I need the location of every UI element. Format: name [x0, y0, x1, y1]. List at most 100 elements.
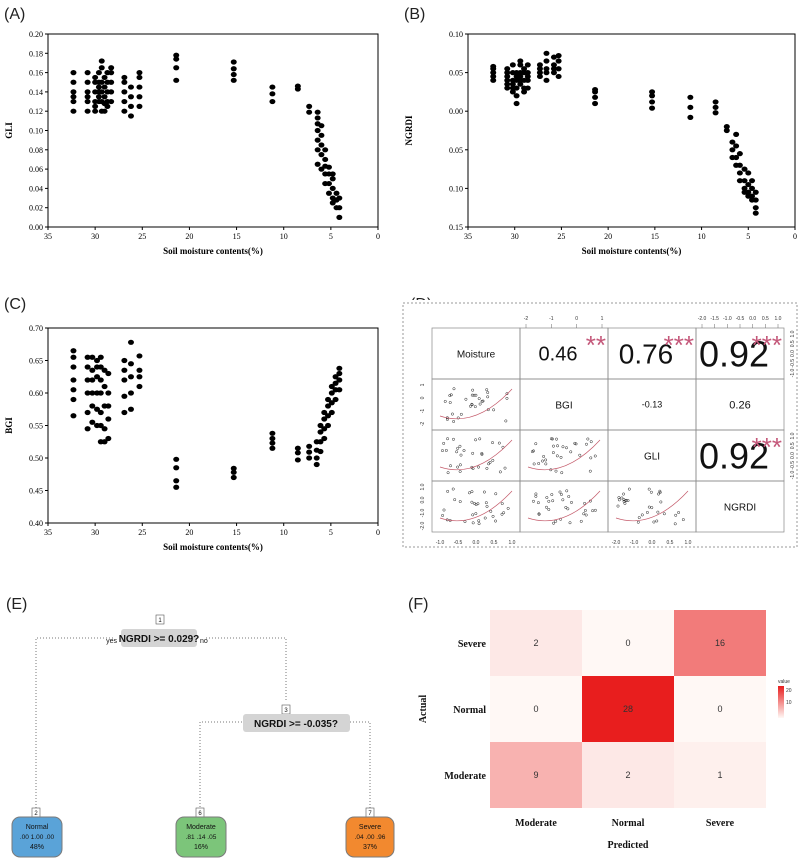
y-axis-title: BGI [4, 417, 14, 434]
data-point [325, 422, 332, 429]
tree-inner-rule: NGRDI >= -0.035? [254, 719, 338, 730]
right-tick-label: -0.5 [790, 461, 796, 470]
data-point [543, 50, 550, 56]
mini-point [452, 387, 456, 391]
x-axis-title: Soil moisture contents(%) [163, 246, 263, 256]
y-axis-title: GLI [4, 122, 14, 139]
data-point [84, 108, 91, 114]
tree-root-node: 1 NGRDI >= 0.029? yes no [106, 614, 208, 647]
mini-point [451, 487, 455, 491]
mini-point [565, 446, 568, 450]
tree-connectors [35, 637, 371, 812]
mini-point [473, 405, 477, 409]
data-point [504, 77, 511, 83]
data-point [336, 195, 343, 201]
mini-point [474, 393, 478, 397]
mini-point [485, 505, 489, 508]
data-point [101, 367, 108, 373]
y-axis-title: NGRDI [404, 115, 414, 145]
data-point [318, 132, 325, 138]
mini-point [474, 438, 478, 442]
data-point [230, 77, 237, 83]
data-point [173, 456, 180, 462]
right-tick-label: 1.0 [790, 330, 796, 337]
bottom-tick-label: 0.0 [649, 540, 656, 546]
significance-stars: *** [752, 330, 782, 360]
heatmap-col-label: Moderate [515, 818, 557, 829]
mini-point [537, 512, 541, 516]
y-tick-label: 0.06 [29, 165, 43, 174]
data-point [173, 52, 180, 58]
data-point [97, 377, 104, 383]
mini-point [470, 490, 474, 494]
data-point [84, 98, 91, 105]
smoother-line [527, 490, 601, 522]
data-point [105, 416, 112, 422]
top-tick-label: 0.0 [749, 316, 756, 322]
data-point [490, 73, 497, 80]
mini-point [442, 508, 446, 512]
mini-point [536, 501, 540, 505]
mini-point [455, 450, 459, 454]
data-point [173, 465, 180, 471]
data-point [98, 89, 105, 95]
leaf-probs: .81 .14 .05 [186, 834, 217, 841]
x-tick-label: 25 [557, 232, 565, 241]
bottom-tick-label: 0.5 [667, 540, 674, 546]
data-point [517, 58, 524, 64]
data-point [306, 109, 313, 115]
left-tick-label: 0.0 [420, 496, 426, 503]
mini-point [555, 454, 559, 458]
data-point [269, 84, 276, 90]
mini-point [551, 451, 555, 455]
tree-root-rule: NGRDI >= 0.029? [119, 634, 200, 645]
smoother-line [439, 388, 513, 420]
top-tick-label: 0 [575, 316, 578, 322]
data-point [536, 73, 543, 80]
mini-point [637, 516, 641, 520]
mini-point [459, 453, 463, 457]
data-point [84, 426, 91, 432]
top-tick-label: -0.5 [736, 316, 745, 322]
y-tick-label: 0.05 [449, 69, 463, 78]
mini-point [662, 512, 666, 516]
right-tick-label: 0.0 [790, 452, 796, 459]
data-point [173, 77, 180, 83]
data-point [84, 377, 91, 383]
mini-point [544, 458, 548, 462]
mini-point [484, 501, 488, 505]
y-tick-label: 0.50 [29, 454, 43, 463]
mini-point [551, 437, 554, 441]
data-point [173, 478, 180, 484]
data-point [95, 94, 102, 100]
data-point [543, 58, 550, 64]
data-point [543, 77, 550, 83]
y-tick-label: 0.55 [29, 422, 43, 431]
mini-point [616, 504, 620, 508]
mini-point [471, 388, 475, 392]
data-point [127, 94, 134, 100]
mini-point [649, 490, 653, 494]
data-point [269, 440, 276, 446]
mini-point [500, 512, 504, 516]
mini-point [547, 499, 551, 503]
x-axis-title: Soil moisture contents(%) [163, 542, 263, 552]
y-tick-label: 0.12 [29, 107, 43, 116]
data-point [84, 89, 91, 95]
leaf-label: Severe [359, 824, 381, 831]
data-point [294, 445, 301, 451]
data-point [509, 62, 516, 68]
data-point [687, 94, 694, 100]
data-point [306, 103, 313, 109]
mini-point [491, 441, 494, 445]
heatmap-value: 2 [625, 770, 630, 780]
mini-point [561, 445, 565, 449]
data-point [749, 178, 756, 184]
mini-point [547, 508, 551, 511]
data-point [70, 70, 77, 76]
data-point [524, 77, 531, 83]
data-point [329, 185, 336, 191]
data-point [97, 409, 104, 416]
mini-point [636, 520, 640, 524]
top-tick-label: -1 [549, 316, 554, 322]
